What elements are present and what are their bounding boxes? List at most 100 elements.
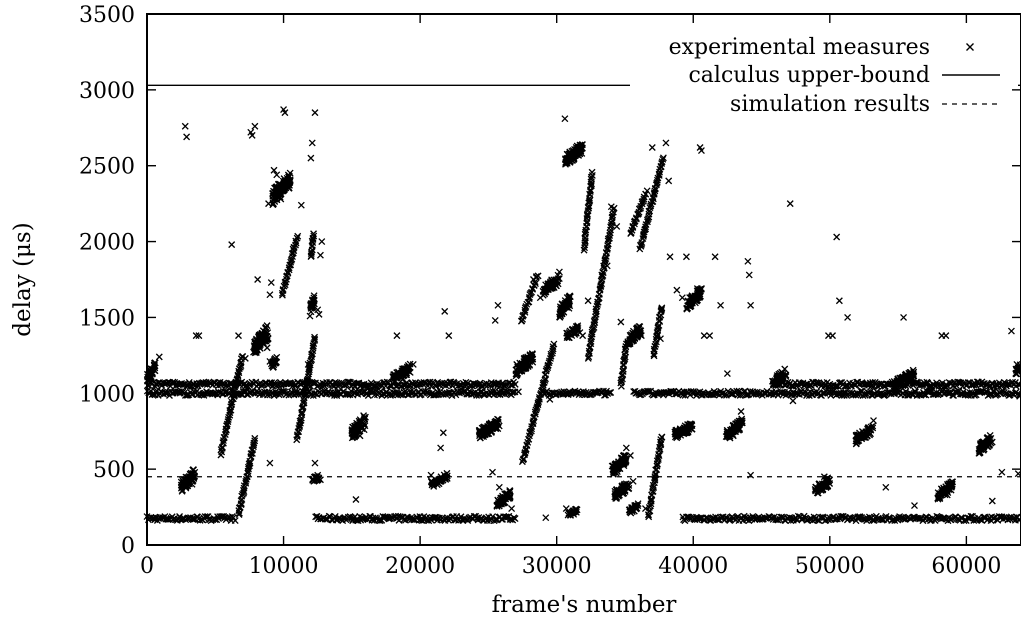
data-point [829,332,837,340]
data-point [717,301,725,309]
data-point [629,477,637,485]
data-point [308,139,316,147]
data-point [340,381,348,389]
data-point [622,444,630,452]
x-tick-label: 30000 [522,554,592,579]
data-point [711,253,719,261]
data-point [267,279,275,286]
data-point [790,382,798,390]
data-point [491,317,499,324]
legend-label: simulation results [730,92,930,117]
point-streak [517,272,542,325]
y-tick-label: 3500 [79,3,135,28]
data-point [353,380,360,387]
point-cluster [608,451,630,478]
point-band [144,378,519,390]
data-point [1007,327,1015,335]
data-point [920,391,928,399]
data-point [307,154,315,162]
point-cluster [934,478,957,503]
x-tick-label: 50000 [795,554,865,579]
data-point [942,332,950,340]
x-tick-label: 0 [140,554,154,579]
data-point [228,241,236,249]
data-point [437,444,445,452]
data-point [770,389,778,397]
data-point [306,312,314,320]
point-cluster [475,415,503,442]
data-point [833,233,841,241]
point-streak [584,204,618,362]
data-point [988,497,996,505]
y-tick-label: 1500 [79,306,135,331]
data-point [967,512,975,520]
x-tick-label: 20000 [385,554,455,579]
point-cluster [561,141,586,168]
data-point [835,297,843,305]
data-point [494,301,502,309]
point-streak [580,168,596,254]
legend-label: calculus upper-bound [688,63,930,88]
data-point [548,389,556,397]
data-point [682,253,690,261]
data-point [786,200,794,208]
x-axis-label: frame's number [492,592,677,618]
data-point [844,313,852,321]
data-point [882,483,890,491]
point-streak [307,230,318,260]
data-point [511,515,519,523]
legend-label: experimental measures [669,35,930,60]
data-point [155,353,163,361]
data-point [181,122,189,130]
data-point [231,517,239,525]
data-point [700,332,708,340]
data-point [723,370,731,378]
data-point [201,380,209,388]
data-point [837,512,845,520]
data-point [364,392,372,399]
data-point [441,307,449,315]
point-cluster [611,480,633,502]
data-point [235,332,242,340]
data-point [536,294,544,302]
data-point [393,332,401,340]
data-points [143,106,1021,525]
data-point [511,380,519,388]
data-point [662,139,670,147]
point-cluster [683,285,705,313]
data-point [900,313,908,321]
y-tick-label: 1000 [79,382,135,407]
data-point [666,253,674,261]
data-point [678,294,686,302]
point-band [630,387,1021,400]
y-tick-label: 500 [93,458,135,483]
data-point [251,122,259,130]
x-tick-label: 40000 [658,554,728,579]
data-point [311,109,319,117]
data-point [311,459,319,467]
data-point [372,382,380,390]
point-band [539,387,615,399]
point-streak [217,353,247,459]
data-point [579,332,587,340]
data-point [737,408,745,415]
data-point [439,429,447,437]
data-point [265,200,273,208]
data-point [479,390,487,398]
data-point [297,201,305,209]
data-point [789,397,797,405]
data-point [606,389,613,397]
data-point [266,291,274,299]
y-tick-label: 2000 [79,231,135,256]
point-cluster [269,169,294,209]
data-point [584,297,592,305]
data-point [239,388,247,396]
data-point [673,286,681,294]
x-tick-label: 60000 [931,554,1001,579]
point-cluster [625,500,642,517]
data-point [254,276,262,283]
y-axis-label: delay (μs) [10,222,36,336]
point-band [143,387,519,400]
y-tick-label: 2500 [79,155,135,180]
